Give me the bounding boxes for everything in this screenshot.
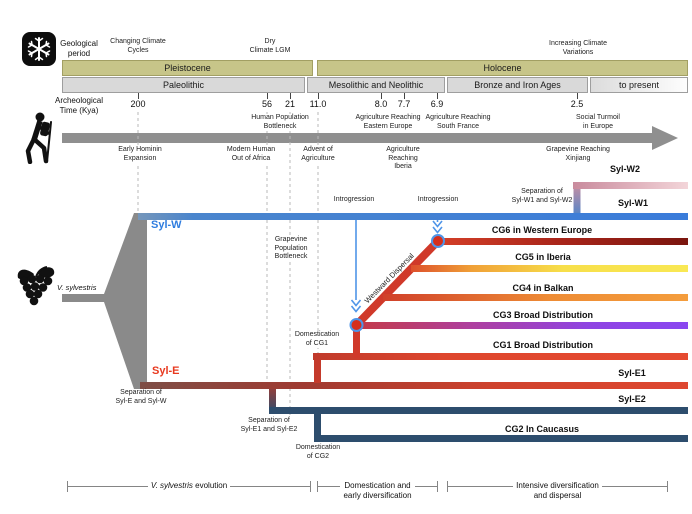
tick-label-7-7: 7.7: [397, 99, 411, 109]
lineage-label-syl-w1: Syl-W1: [617, 198, 649, 208]
note-changing-climate: Changing Climate Cycles: [109, 38, 167, 55]
phase3-right-tick: [667, 481, 668, 492]
phase1-label: V. sylvestris evolution: [150, 481, 228, 490]
phase1-line-right: [230, 486, 311, 487]
introgression-arrow-left: [350, 220, 362, 313]
human-timeline-arrowhead: [652, 126, 678, 150]
note-separation-w1-w2: Separation of Syl-W1 and Syl-W2: [511, 188, 573, 204]
tick-label-8: 8.0: [374, 99, 388, 109]
westward-diagonal: [352, 237, 442, 329]
tick-label-200: 200: [130, 99, 146, 109]
phase2-label: Domestication and early diversification: [343, 481, 412, 500]
era-to-present: to present: [590, 77, 688, 93]
snowflake-icon: [22, 32, 56, 66]
phase1-right-tick: [310, 481, 312, 492]
note-agriculture-south-france: Agriculture Reaching South France: [424, 114, 492, 131]
grape-icon: [17, 266, 55, 306]
note-dry-climate-lgm: Dry Climate LGM: [248, 38, 292, 55]
note-domestication-cg1: Domestication of CG1: [293, 331, 341, 348]
era-holocene: Holocene: [317, 60, 688, 76]
tick-2-5: [577, 93, 578, 99]
lineage-label-syl-e1: Syl-E1: [618, 368, 646, 378]
note-modern-human: Modern Human Out of Africa: [225, 146, 277, 163]
snowflake-icon-glyph: [27, 37, 51, 61]
era-mesolithic-neolithic: Mesolithic and Neolithic: [307, 77, 445, 93]
note-early-hominin: Early Hominin Expansion: [117, 146, 163, 163]
phase3-line-right: [601, 486, 667, 487]
note-advent-agriculture: Advent of Agriculture: [300, 146, 336, 163]
phase2-line-left: [318, 486, 341, 487]
phase3-label: Intensive diversification and dispersal: [516, 481, 599, 500]
tick-label-56: 56: [261, 99, 273, 109]
phase-intensive-diversification: Intensive diversification and dispersal: [447, 481, 668, 500]
phase2-line-right: [414, 486, 437, 487]
lineage-label-cg5: CG5 in Iberia: [515, 252, 571, 262]
note-social-turmoil: Social Turmoil in Europe: [575, 114, 621, 131]
note-introgression-left: Introgression: [333, 196, 375, 203]
tick-200: [138, 93, 139, 99]
tick-label-11: 11.0: [309, 99, 327, 109]
tick-label-21: 21: [284, 99, 296, 109]
lineage-label-cg3: CG3 Broad Distribution: [492, 310, 594, 320]
phase2-right-tick: [437, 481, 438, 492]
phase1-left-tick: [67, 481, 68, 492]
archeological-time-label: Archeological Time (Kya): [54, 96, 104, 115]
note-grapevine-xinjiang: Grapevine Reaching Xinjiang: [545, 146, 611, 163]
phase2-left-tick: [317, 481, 318, 492]
note-introgression-right: Introgression: [417, 196, 459, 203]
introgression-node-cg6: [431, 234, 445, 248]
note-agriculture-eastern-europe: Agriculture Reaching Eastern Europe: [354, 114, 422, 131]
era-bronze-iron: Bronze and Iron Ages: [447, 77, 588, 93]
root-species-label: V. sylvestris: [57, 283, 97, 292]
clade-syl-e-label: Syl-E: [152, 365, 180, 377]
ancestral-funnel: [62, 213, 147, 389]
note-separation-e-w: Separation of Syl-E and Syl-W: [114, 389, 168, 406]
clade-syl-w-label: Syl-W: [151, 219, 182, 231]
era-paleolithic: Paleolithic: [62, 77, 305, 93]
phase1-line-left: [68, 486, 148, 487]
note-separation-e1-e2: Separation of Syl-E1 and Syl-E2: [239, 417, 299, 434]
tick-label-6-9: 6.9: [430, 99, 444, 109]
geological-period-label: Geological period: [60, 39, 98, 58]
note-agriculture-iberia: Agriculture Reaching Iberia: [385, 146, 421, 172]
introgression-node-cg3: [349, 318, 364, 332]
note-human-bottleneck: Human Population Bottleneck: [250, 114, 310, 131]
tick-6-9: [437, 93, 438, 99]
lineage-label-cg2: CG2 In Caucasus: [504, 424, 580, 434]
phase3-left-tick: [447, 481, 448, 492]
phase3-line-left: [448, 486, 514, 487]
tick-8: [381, 93, 382, 99]
tick-11: [318, 93, 319, 99]
hiker-icon: [25, 112, 52, 164]
tick-label-2-5: 2.5: [570, 99, 584, 109]
phase-domestication: Domestication and early diversification: [317, 481, 438, 500]
note-domestication-cg2: Domestication of CG2: [294, 444, 342, 461]
tick-21: [290, 93, 291, 99]
note-increasing-climate: Increasing Climate Variations: [548, 40, 608, 57]
lineage-label-syl-w2: Syl-W2: [609, 164, 641, 174]
lineage-label-cg1: CG1 Broad Distribution: [492, 340, 594, 350]
lineage-label-syl-e2: Syl-E2: [618, 394, 646, 404]
introgression-arrow-right: [432, 220, 443, 234]
tick-7-7: [404, 93, 405, 99]
note-grapevine-bottleneck: Grapevine Population Bottleneck: [273, 236, 309, 262]
lineage-label-cg6: CG6 in Western Europe: [491, 225, 593, 235]
era-pleistocene: Pleistocene: [62, 60, 313, 76]
lineage-label-cg4: CG4 in Balkan: [512, 283, 574, 293]
human-timeline-arrow: [62, 133, 654, 143]
tick-56: [267, 93, 268, 99]
phase-sylvestris-evolution: V. sylvestris evolution: [67, 481, 312, 492]
